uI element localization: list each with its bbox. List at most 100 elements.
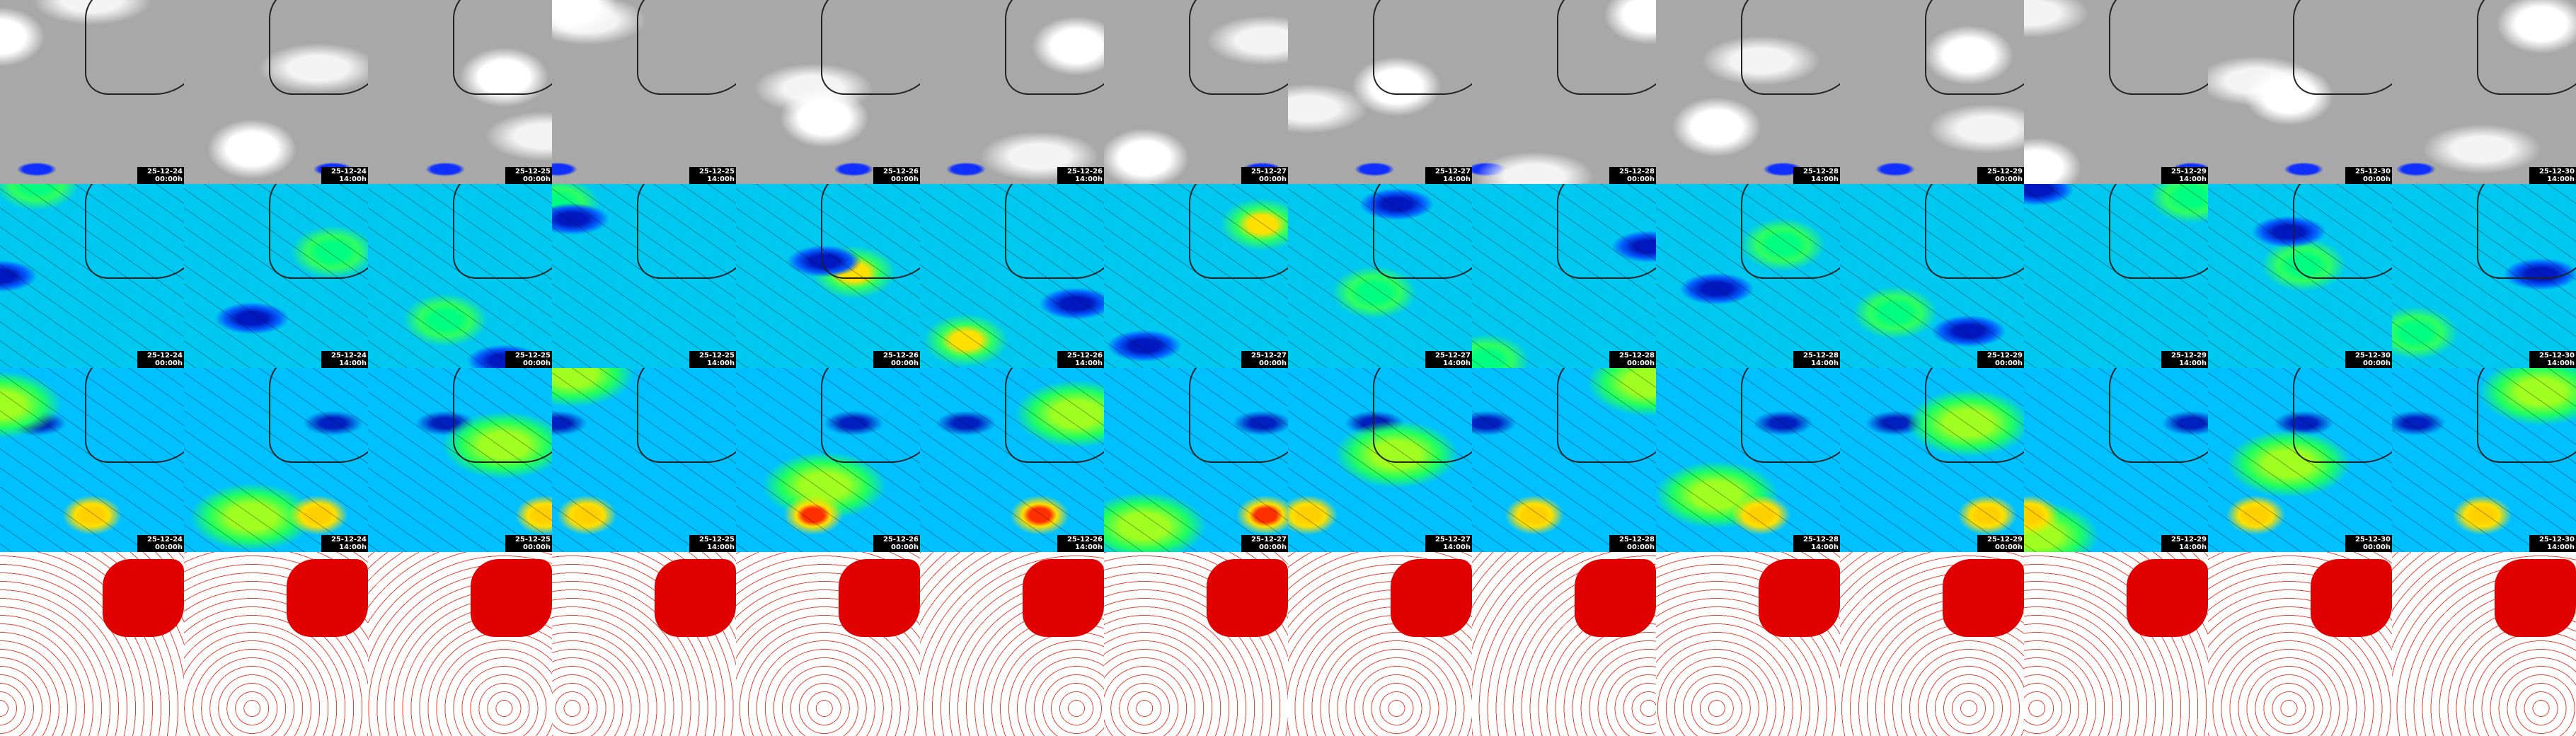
land	[103, 559, 184, 637]
label-time: 00:00h	[1259, 544, 1287, 551]
label-date: 25-12-30	[2538, 352, 2575, 360]
label-time: 00:00h	[1627, 544, 1655, 551]
coastline	[85, 184, 184, 279]
label-date: 25-12-28	[1618, 168, 1655, 176]
time-label: 25-12-25 14:00h	[689, 351, 736, 368]
coastline	[453, 368, 552, 463]
coastline	[1741, 368, 1840, 463]
land	[1391, 559, 1472, 637]
cloud-map: 25-12-24 00:00h	[0, 0, 184, 184]
pressure-map	[552, 552, 736, 736]
pressure-map	[2392, 552, 2576, 736]
coastline	[2109, 184, 2208, 279]
cloud-map: 25-12-26 00:00h	[736, 0, 920, 184]
label-date: 25-12-25	[514, 352, 551, 360]
wind-map: 25-12-28 00:00h	[1472, 184, 1656, 368]
land	[655, 559, 736, 637]
time-label: 25-12-24 14:00h	[321, 351, 368, 368]
gust-map: 25-12-29 00:00h	[1840, 368, 2024, 552]
land	[471, 559, 552, 637]
time-label: 25-12-25 14:00h	[689, 167, 736, 184]
coastline	[821, 184, 920, 279]
label-date: 25-12-25	[698, 352, 735, 360]
label-time: 00:00h	[155, 176, 183, 183]
label-date: 25-12-24	[330, 536, 367, 544]
wind-map: 25-12-30 14:00h	[2392, 184, 2576, 368]
cloud-map: 25-12-27 00:00h	[1104, 0, 1288, 184]
coastline	[1189, 184, 1288, 279]
time-label: 25-12-26 14:00h	[1057, 167, 1104, 184]
cloud-map: 25-12-30 14:00h	[2392, 0, 2576, 184]
label-date: 25-12-29	[2170, 536, 2207, 544]
coastline	[1557, 368, 1656, 463]
pressure-map	[368, 552, 552, 736]
coastline	[1373, 0, 1472, 95]
time-label: 25-12-30 14:00h	[2529, 351, 2576, 368]
cloud-map: 25-12-24 14:00h	[184, 0, 368, 184]
label-date: 25-12-28	[1618, 536, 1655, 544]
coastline	[637, 0, 736, 95]
label-date: 25-12-30	[2354, 536, 2391, 544]
wind-map: 25-12-29 00:00h	[1840, 184, 2024, 368]
label-date: 25-12-29	[1986, 352, 2023, 360]
label-time: 00:00h	[1259, 176, 1287, 183]
label-date: 25-12-28	[1802, 168, 1839, 176]
land	[2495, 559, 2576, 637]
time-label: 25-12-26 14:00h	[1057, 535, 1104, 552]
time-label: 25-12-27 14:00h	[1425, 351, 1472, 368]
coastline	[2477, 0, 2576, 95]
time-label: 25-12-25 14:00h	[689, 535, 736, 552]
label-date: 25-12-26	[882, 536, 919, 544]
coastline	[2293, 368, 2392, 463]
coastline	[1005, 0, 1104, 95]
label-date: 25-12-27	[1250, 536, 1287, 544]
cloud-map: 25-12-30 00:00h	[2208, 0, 2392, 184]
label-date: 25-12-29	[1986, 168, 2023, 176]
label-date: 25-12-27	[1434, 352, 1471, 360]
label-time: 00:00h	[523, 176, 551, 183]
label-time: 00:00h	[2363, 360, 2391, 367]
label-date: 25-12-28	[1802, 352, 1839, 360]
coastline	[269, 184, 368, 279]
label-date: 25-12-26	[1066, 536, 1103, 544]
label-time: 14:00h	[1811, 360, 1839, 367]
wind-map: 25-12-27 14:00h	[1288, 184, 1472, 368]
label-time: 00:00h	[2363, 544, 2391, 551]
label-time: 14:00h	[1811, 176, 1839, 183]
label-time: 14:00h	[1811, 544, 1839, 551]
label-time: 14:00h	[707, 544, 735, 551]
time-label: 25-12-29 14:00h	[2161, 351, 2208, 368]
label-date: 25-12-30	[2538, 168, 2575, 176]
gust-map: 25-12-26 00:00h	[736, 368, 920, 552]
time-label: 25-12-26 00:00h	[873, 351, 920, 368]
wind-map: 25-12-26 14:00h	[920, 184, 1104, 368]
label-date: 25-12-26	[882, 168, 919, 176]
land	[839, 559, 920, 637]
label-date: 25-12-27	[1250, 352, 1287, 360]
label-time: 00:00h	[1995, 360, 2023, 367]
label-time: 00:00h	[1995, 544, 2023, 551]
coastline	[1373, 368, 1472, 463]
label-time: 14:00h	[1443, 544, 1471, 551]
pressure-map	[920, 552, 1104, 736]
time-label: 25-12-30 00:00h	[2345, 167, 2392, 184]
label-date: 25-12-29	[2170, 168, 2207, 176]
label-time: 14:00h	[2179, 544, 2207, 551]
label-time: 00:00h	[2363, 176, 2391, 183]
pressure-map	[1288, 552, 1472, 736]
time-label: 25-12-26 00:00h	[873, 167, 920, 184]
gust-map: 25-12-28 00:00h	[1472, 368, 1656, 552]
label-date: 25-12-25	[698, 168, 735, 176]
coastline	[85, 0, 184, 95]
time-label: 25-12-30 14:00h	[2529, 167, 2576, 184]
coastline	[85, 368, 184, 463]
time-label: 25-12-28 00:00h	[1609, 167, 1656, 184]
coastline	[2293, 0, 2392, 95]
label-date: 25-12-26	[882, 352, 919, 360]
label-time: 14:00h	[1075, 176, 1103, 183]
gust-map: 25-12-24 14:00h	[184, 368, 368, 552]
label-time: 14:00h	[1443, 176, 1471, 183]
label-date: 25-12-24	[146, 352, 183, 360]
cloud-map: 25-12-29 14:00h	[2024, 0, 2208, 184]
